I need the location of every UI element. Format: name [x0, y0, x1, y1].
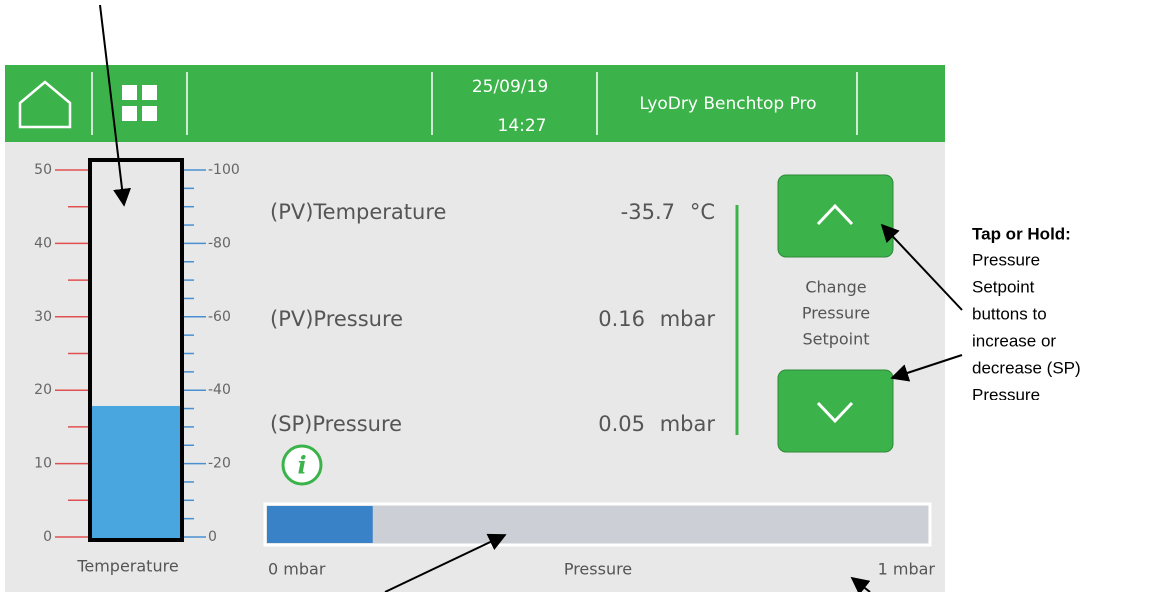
apps-button[interactable]	[122, 85, 157, 121]
setpoint-down-button[interactable]	[777, 369, 894, 453]
svg-text:i: i	[297, 451, 306, 480]
left-tick-label: 30	[34, 309, 52, 325]
annotation-line: Pressure	[972, 385, 1040, 404]
right-tick-label: -20	[208, 456, 231, 472]
pressure-bar-track	[263, 502, 932, 547]
thermometer-frame	[88, 158, 184, 542]
home-button[interactable]	[18, 80, 72, 129]
reading-label: (PV)Pressure	[270, 307, 403, 331]
setpoint-label: Pressure	[802, 304, 870, 323]
left-tick-label: 10	[34, 456, 52, 472]
reading-unit: mbar	[660, 307, 716, 331]
header-bar	[5, 65, 945, 142]
annotation-line: Setpoint	[972, 277, 1035, 296]
annotation-line: decrease (SP)	[972, 358, 1081, 377]
left-tick-label: 0	[43, 529, 52, 545]
time: 14:27	[498, 116, 547, 136]
device-title: LyoDry Benchtop Pro	[639, 94, 816, 114]
right-tick-label: -40	[208, 382, 231, 398]
arrows	[99, 4, 963, 592]
info-button[interactable]: i	[281, 444, 323, 486]
reading-value: -35.7	[621, 200, 675, 224]
pressure-min-label: 0 mbar	[268, 560, 326, 579]
thermometer-label: Temperature	[76, 557, 178, 576]
left-tick-label: 40	[34, 235, 52, 251]
pressure-bar-fill	[267, 506, 373, 543]
annotation: Tap or Hold: Pressure Setpoint buttons to i…	[972, 224, 1081, 404]
reading-value: 0.05	[598, 412, 645, 436]
right-tick-label: -100	[208, 162, 240, 178]
annotation-line: buttons to	[972, 304, 1047, 323]
right-tick-label: -80	[208, 235, 231, 251]
left-tick-label: 50	[34, 162, 52, 178]
readings: (PV)Temperature °C -35.7 (PV)Pressure mbar 0.…	[270, 200, 715, 436]
right-tick-label: 0	[208, 529, 217, 545]
annotation-line: increase or	[972, 331, 1056, 350]
reading-value: 0.16	[598, 307, 645, 331]
reading-label: (PV)Temperature	[270, 200, 446, 224]
right-tick-label: -60	[208, 309, 231, 325]
setpoint-up-button[interactable]	[777, 174, 894, 258]
setpoint-label: Change	[805, 278, 866, 297]
annotation-line: Pressure	[972, 250, 1040, 269]
left-tick-label: 20	[34, 382, 52, 398]
reading-unit: °C	[690, 200, 715, 224]
thermometer-fill	[92, 405, 180, 538]
pressure-bar-label: Pressure	[564, 560, 632, 579]
pressure-max-label: 1 mbar	[878, 560, 936, 579]
pressure-bar	[263, 502, 932, 547]
header-separators	[91, 72, 858, 135]
setpoint-label: Setpoint	[802, 330, 869, 349]
reading-unit: mbar	[660, 412, 716, 436]
reading-label: (SP)Pressure	[270, 412, 402, 436]
date: 25/09/19	[472, 77, 548, 97]
annotation-bold: Tap or Hold:	[972, 224, 1071, 243]
thermometer: 0 10 20 30 40 50 0 -20 -40 -60 -80 -100	[34, 158, 240, 545]
